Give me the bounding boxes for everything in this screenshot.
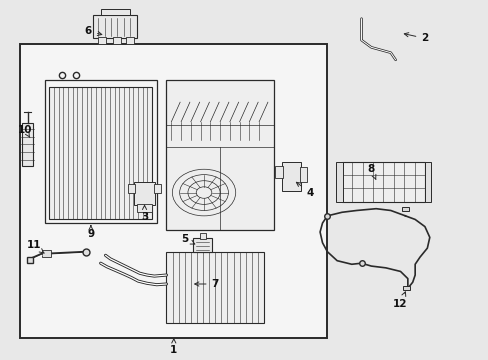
Bar	[403, 286, 409, 291]
Bar	[44, 80, 157, 223]
Bar	[21, 123, 33, 166]
Text: 5: 5	[181, 234, 194, 244]
Bar	[101, 9, 130, 15]
Bar	[401, 207, 408, 211]
Bar	[154, 184, 161, 193]
Bar	[20, 44, 327, 338]
Bar	[341, 162, 424, 202]
Bar	[126, 37, 134, 44]
Bar	[166, 252, 264, 323]
Text: 1: 1	[170, 339, 177, 355]
Bar	[274, 166, 282, 178]
Text: 12: 12	[392, 292, 407, 309]
Bar	[49, 87, 152, 220]
Bar	[98, 37, 106, 44]
Bar	[335, 162, 342, 202]
Bar	[299, 167, 306, 182]
Bar	[113, 37, 121, 44]
Bar	[134, 182, 155, 205]
Bar	[128, 184, 135, 193]
Text: 10: 10	[18, 125, 32, 138]
Text: 2: 2	[404, 33, 427, 43]
Bar	[137, 204, 152, 212]
Bar	[424, 162, 430, 202]
Bar	[193, 238, 211, 252]
Text: 11: 11	[26, 240, 44, 253]
Text: 4: 4	[296, 182, 313, 198]
Text: 8: 8	[367, 164, 375, 180]
Bar	[42, 250, 51, 257]
Bar	[93, 15, 137, 39]
Text: 3: 3	[141, 205, 148, 221]
Bar	[166, 80, 273, 230]
Bar	[282, 162, 300, 191]
Bar	[199, 233, 206, 239]
Text: 6: 6	[84, 26, 102, 36]
Text: 7: 7	[194, 279, 219, 289]
Text: 9: 9	[87, 226, 94, 239]
